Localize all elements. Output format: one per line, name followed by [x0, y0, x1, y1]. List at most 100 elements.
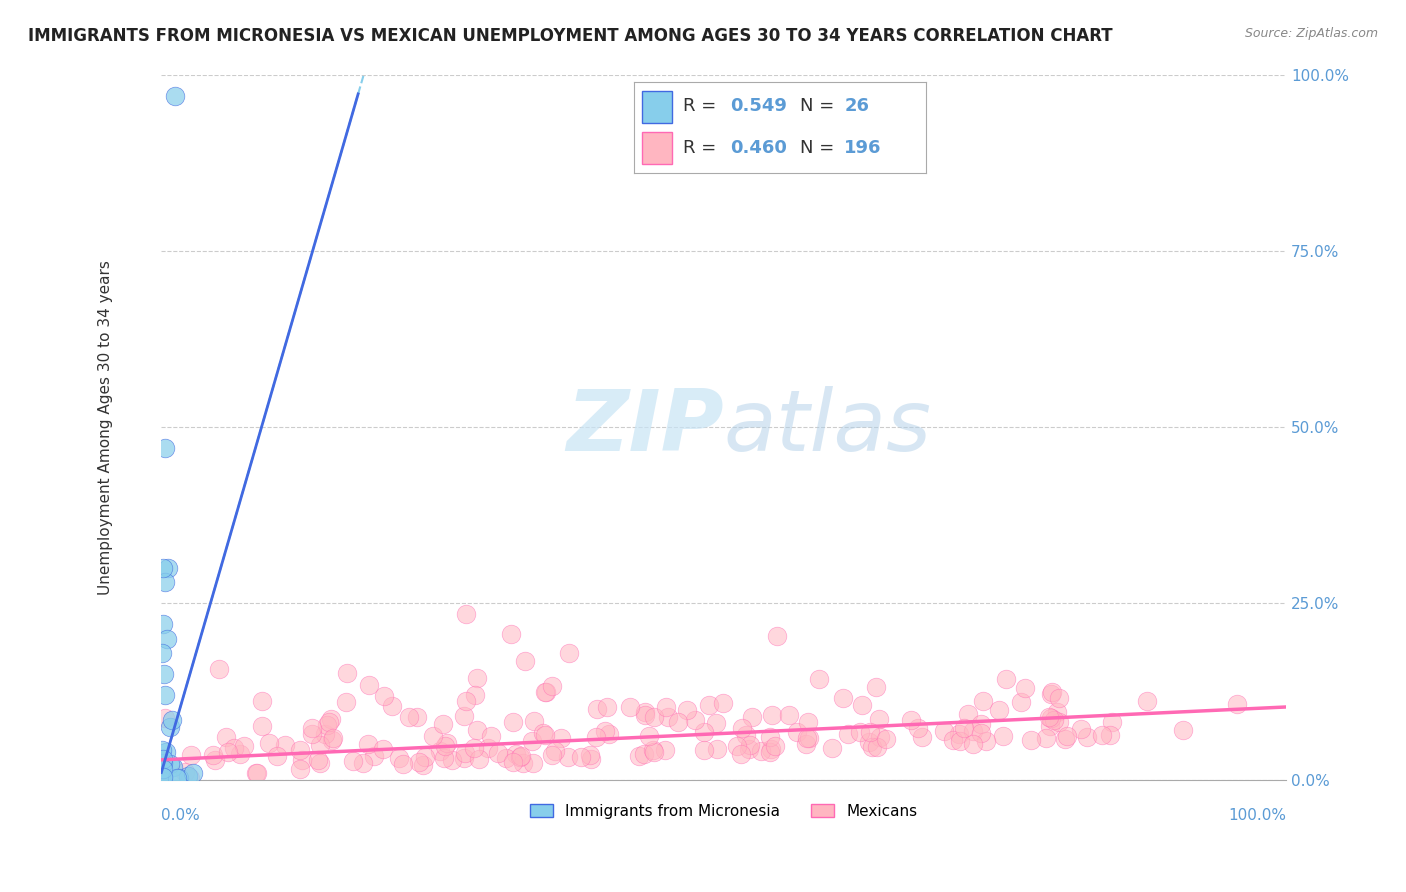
Point	[177, 769, 200, 783]
Point	[595, 700, 617, 714]
Point	[1038, 710, 1060, 724]
Point	[741, 710, 763, 724]
Point	[711, 696, 734, 710]
Point	[429, 744, 451, 758]
Point	[808, 673, 831, 687]
Point	[250, 719, 273, 733]
Point	[252, 694, 274, 708]
Point	[1091, 728, 1114, 742]
Point	[875, 732, 897, 747]
Point	[215, 730, 238, 744]
Point	[865, 680, 887, 694]
Point	[579, 747, 602, 762]
Point	[759, 742, 782, 756]
Text: 100.0%: 100.0%	[1227, 808, 1286, 822]
Point	[509, 749, 531, 764]
Point	[995, 672, 1018, 686]
Point	[730, 721, 752, 735]
Point	[821, 740, 844, 755]
Point	[204, 753, 226, 767]
Point	[1011, 695, 1033, 709]
Point	[797, 715, 820, 730]
Point	[655, 699, 678, 714]
Point	[759, 731, 782, 745]
Point	[666, 715, 689, 730]
Point	[322, 731, 344, 746]
Point	[309, 738, 332, 752]
Point	[408, 755, 430, 769]
Point	[433, 739, 456, 753]
Point	[162, 760, 184, 774]
Point	[675, 703, 697, 717]
Point	[627, 749, 650, 764]
Point	[433, 751, 456, 765]
Point	[152, 772, 174, 786]
Point	[1136, 694, 1159, 708]
Point	[465, 723, 488, 737]
Point	[520, 734, 543, 748]
Point	[468, 752, 491, 766]
Point	[233, 739, 256, 753]
Point	[152, 561, 174, 575]
Point	[208, 662, 231, 676]
Point	[1070, 722, 1092, 736]
Point	[413, 750, 436, 764]
Point	[412, 758, 434, 772]
Point	[558, 646, 581, 660]
Point	[307, 753, 329, 767]
Point	[422, 729, 444, 743]
Point	[759, 745, 782, 759]
Point	[869, 730, 891, 744]
Point	[657, 710, 679, 724]
Point	[837, 726, 859, 740]
Point	[477, 741, 499, 756]
Point	[536, 684, 558, 698]
Point	[1035, 731, 1057, 745]
Point	[301, 726, 323, 740]
Point	[1053, 732, 1076, 747]
Point	[637, 729, 659, 743]
Point	[229, 747, 252, 761]
Point	[224, 741, 246, 756]
Point	[363, 749, 385, 764]
Point	[962, 737, 984, 751]
Point	[859, 724, 882, 739]
Point	[509, 750, 531, 764]
Point	[388, 751, 411, 765]
Point	[860, 740, 883, 755]
Point	[1047, 691, 1070, 706]
Point	[336, 666, 359, 681]
Point	[974, 734, 997, 748]
Point	[159, 756, 181, 771]
Point	[1014, 681, 1036, 695]
Point	[942, 732, 965, 747]
Point	[633, 747, 655, 762]
Point	[693, 742, 716, 756]
Point	[1056, 729, 1078, 743]
Point	[641, 743, 664, 757]
Point	[453, 750, 475, 764]
Point	[290, 762, 312, 776]
Point	[180, 747, 202, 762]
Point	[436, 736, 458, 750]
Point	[598, 727, 620, 741]
Point	[153, 711, 176, 725]
Point	[356, 737, 378, 751]
Point	[373, 689, 395, 703]
Point	[217, 745, 239, 759]
Point	[202, 747, 225, 762]
Point	[634, 706, 657, 720]
Point	[1040, 684, 1063, 698]
Point	[309, 756, 332, 771]
Point	[704, 716, 727, 731]
Point	[357, 678, 380, 692]
Point	[1040, 711, 1063, 725]
Point	[579, 752, 602, 766]
Point	[301, 721, 323, 735]
Point	[865, 740, 887, 755]
Point	[321, 732, 343, 747]
Point	[970, 726, 993, 740]
Point	[1101, 714, 1123, 729]
Point	[464, 688, 486, 702]
Point	[533, 685, 555, 699]
